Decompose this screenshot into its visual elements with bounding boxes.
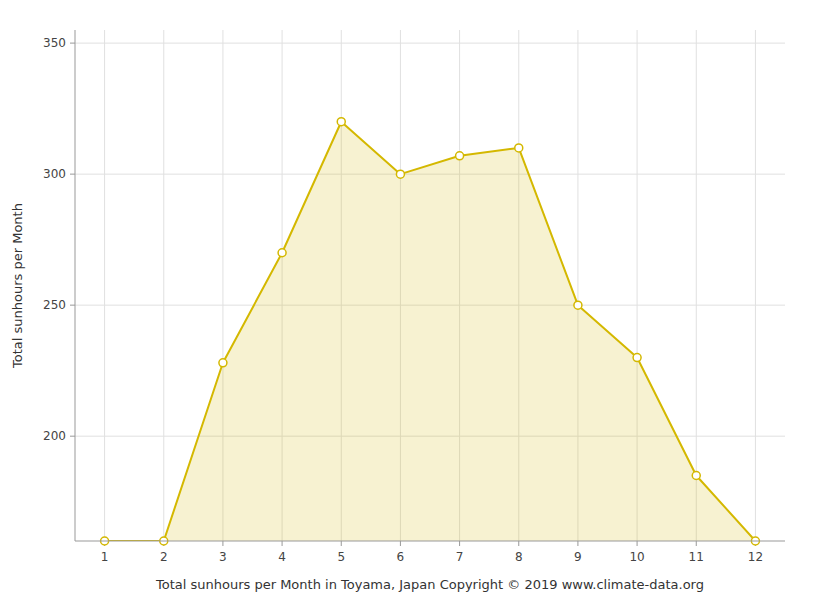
marker <box>456 152 464 160</box>
tick-label: 350 <box>43 36 66 50</box>
tick-mark <box>70 436 75 437</box>
x-axis-line <box>75 541 785 542</box>
y-axis-label: Total sunhours per Month <box>10 203 25 369</box>
tick-label: 9 <box>574 550 582 564</box>
tick-label: 2 <box>160 550 168 564</box>
tick-label: 6 <box>397 550 405 564</box>
tick-label: 5 <box>337 550 345 564</box>
tick-mark <box>222 541 223 546</box>
tick-mark <box>518 541 519 546</box>
tick-label: 200 <box>43 429 66 443</box>
tick-mark <box>696 541 697 546</box>
plot-area <box>105 122 756 541</box>
tick-mark <box>577 541 578 546</box>
grid-line <box>755 30 756 541</box>
tick-mark <box>70 305 75 306</box>
tick-label: 1 <box>101 550 109 564</box>
grid-line <box>104 30 105 541</box>
x-axis-label: Total sunhours per Month in Toyama, Japa… <box>155 577 704 592</box>
grid <box>75 30 785 541</box>
chart: 200250300350123456789101112Total sunhour… <box>0 0 815 611</box>
axes: 200250300350123456789101112 <box>43 36 763 564</box>
chart-container: 200250300350123456789101112Total sunhour… <box>0 0 815 611</box>
line <box>105 122 756 541</box>
area <box>105 122 756 541</box>
marker <box>574 301 582 309</box>
marker <box>692 471 700 479</box>
marker <box>633 354 641 362</box>
marker <box>219 359 227 367</box>
grid-line <box>75 43 785 44</box>
grid-line <box>696 30 697 541</box>
tick-mark <box>70 43 75 44</box>
tick-label: 250 <box>43 298 66 312</box>
tick-mark <box>282 541 283 546</box>
tick-label: 10 <box>629 550 644 564</box>
grid-line <box>163 30 164 541</box>
tick-mark <box>637 541 638 546</box>
markers <box>101 118 760 545</box>
tick-label: 3 <box>219 550 227 564</box>
y-axis-line <box>75 30 76 541</box>
tick-mark <box>70 174 75 175</box>
tick-label: 11 <box>689 550 704 564</box>
tick-label: 12 <box>748 550 763 564</box>
marker <box>396 170 404 178</box>
tick-mark <box>341 541 342 546</box>
tick-mark <box>400 541 401 546</box>
tick-label: 8 <box>515 550 523 564</box>
tick-label: 300 <box>43 167 66 181</box>
tick-label: 7 <box>456 550 464 564</box>
marker <box>515 144 523 152</box>
marker <box>337 118 345 126</box>
marker <box>278 249 286 257</box>
tick-label: 4 <box>278 550 286 564</box>
tick-mark <box>459 541 460 546</box>
